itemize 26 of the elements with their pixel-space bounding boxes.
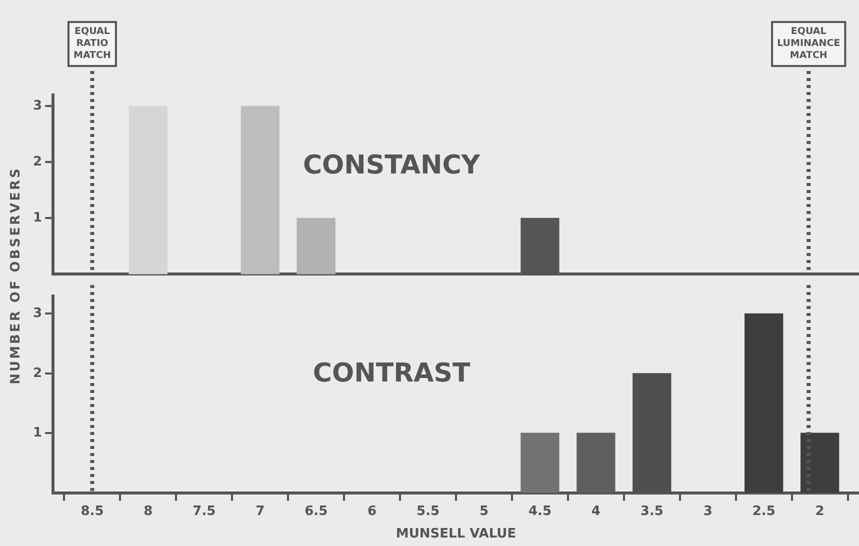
x-tick-label: 2 bbox=[815, 504, 824, 519]
y-tick-label: 1 bbox=[33, 425, 42, 440]
y-tick-label: 2 bbox=[33, 366, 42, 381]
x-axis-title: MUNSELL VALUE bbox=[396, 526, 516, 542]
x-tick-label: 8 bbox=[144, 504, 153, 519]
x-tick-label: 6 bbox=[368, 504, 377, 519]
x-tick-label: 8.5 bbox=[80, 504, 104, 519]
x-tick-label: 5.5 bbox=[416, 504, 440, 519]
x-tick-label: 3.5 bbox=[640, 504, 664, 519]
ref-line-label: EQUAL LUMINANCE MATCH bbox=[777, 26, 840, 62]
y-axis-title: NUMBER OF OBSERVERS bbox=[8, 166, 24, 384]
text: CONTRAST bbox=[312, 358, 470, 388]
y-tick-label: 1 bbox=[33, 210, 42, 226]
x-tick-label: 3 bbox=[703, 504, 712, 519]
y-tick-label: 3 bbox=[33, 98, 42, 114]
x-tick-label: 5 bbox=[479, 504, 489, 519]
text: CONSTANCY bbox=[302, 150, 482, 180]
x-tick-label: 2.5 bbox=[752, 504, 776, 519]
x-tick-label: 4.5 bbox=[528, 504, 552, 519]
x-tick-label: 6.5 bbox=[304, 504, 328, 519]
y-tick-label: 3 bbox=[33, 306, 42, 322]
ref-line-label: EQUAL RATIO MATCH bbox=[73, 26, 111, 62]
x-tick-label: 4 bbox=[591, 504, 600, 519]
y-tick-label: 2 bbox=[33, 154, 42, 170]
x-tick-label: 7 bbox=[256, 504, 265, 519]
x-tick-label: 7.5 bbox=[192, 504, 216, 519]
